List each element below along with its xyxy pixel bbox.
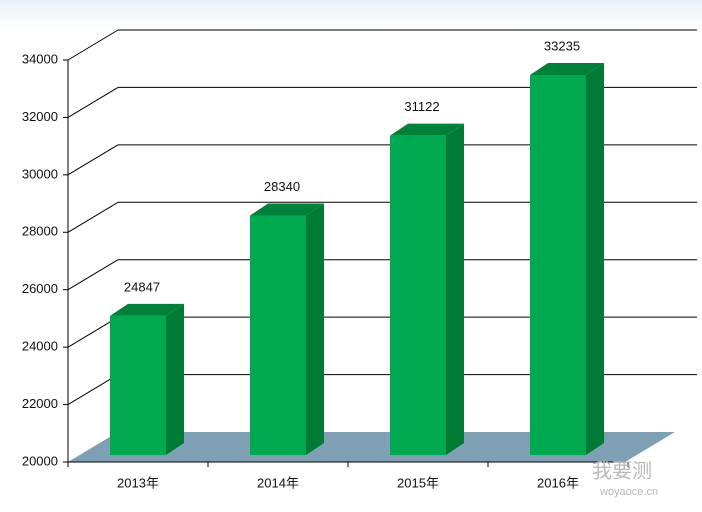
x-tick-label: 2015年	[397, 475, 439, 490]
grid-line	[67, 86, 119, 118]
y-tick-label: 20000	[22, 453, 58, 468]
watermark-url: woyaoce.cn	[599, 486, 658, 498]
grid-line	[67, 144, 119, 176]
grid-line	[67, 201, 119, 233]
y-tick-label: 22000	[22, 396, 58, 411]
y-tick-label: 32000	[22, 109, 58, 124]
bar	[250, 215, 306, 455]
bar	[530, 74, 586, 455]
value-label: 33235	[544, 38, 580, 53]
bar	[390, 135, 446, 455]
bar-side	[306, 203, 324, 455]
value-label: 31122	[404, 99, 439, 114]
y-tick-label: 26000	[22, 281, 58, 296]
bar-top	[530, 62, 604, 75]
floor	[68, 432, 675, 462]
bar-side	[446, 123, 464, 456]
y-tick-label: 28000	[22, 224, 58, 239]
grid-line	[67, 316, 119, 348]
y-tick-label: 24000	[22, 339, 58, 354]
bar-top	[250, 203, 324, 216]
y-tick-label: 30000	[22, 166, 58, 181]
grid-line	[67, 29, 119, 61]
y-tick-label: 34000	[22, 51, 58, 66]
bar-side	[586, 62, 604, 455]
grid-line	[67, 259, 119, 291]
bar-top	[390, 123, 464, 136]
bar-side	[166, 303, 184, 455]
bar	[110, 315, 166, 455]
grid-line	[67, 374, 119, 406]
x-tick-label: 2014年	[257, 475, 299, 490]
value-label: 28340	[264, 179, 300, 194]
value-label: 24847	[124, 279, 160, 294]
bar-top	[110, 303, 184, 316]
watermark-name: 我要测	[592, 459, 652, 482]
x-tick-label: 2013年	[117, 475, 159, 490]
x-tick-label: 2016年	[537, 475, 579, 490]
